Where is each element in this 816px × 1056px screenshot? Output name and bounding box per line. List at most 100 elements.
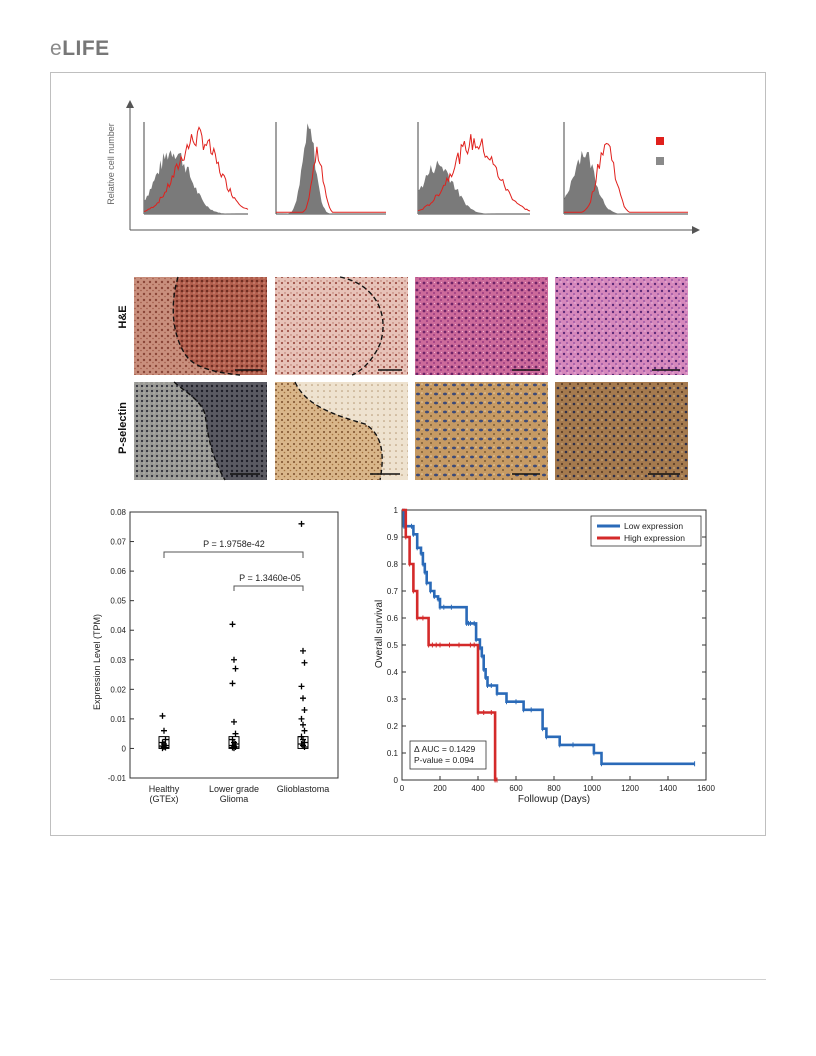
survival-curve <box>402 508 497 782</box>
flow-cytometry-panel: Relative cell number <box>106 100 700 234</box>
significance-bracket <box>163 551 304 558</box>
data-point <box>229 621 236 628</box>
y-tick-label: 0.04 <box>110 626 126 635</box>
pselectin-image-1 <box>134 381 267 481</box>
footer-rule <box>50 979 766 980</box>
dotplot-ylabel: Expression Level (TPM) <box>92 614 102 710</box>
legend-swatch-red <box>656 137 664 145</box>
data-point <box>300 647 306 654</box>
row-label-pselectin: P-selectin <box>117 402 129 454</box>
legend-label: High expression <box>624 533 685 543</box>
flow-control-histogram <box>144 150 248 214</box>
y-tick-label: 0.8 <box>387 560 399 569</box>
x-tick-label: 800 <box>547 784 561 793</box>
km-legend: Low expression High expression <box>590 515 702 547</box>
elife-logo: eLIFE <box>50 37 110 60</box>
he-image-1 <box>134 276 267 376</box>
flow-control-histogram <box>418 160 530 214</box>
y-tick-label: 0.3 <box>387 695 399 704</box>
survival-plot: Overall survival Followup (Days) 0 0.1 0.2… <box>374 506 715 805</box>
data-point <box>298 715 305 722</box>
data-point <box>229 680 236 687</box>
pselectin-image-4 <box>555 382 688 480</box>
x-tick-label: 1000 <box>583 784 601 793</box>
y-tick-label: 0.06 <box>110 567 126 576</box>
data-point <box>159 712 166 719</box>
survival-curve <box>402 508 695 766</box>
legend-box <box>590 515 702 547</box>
stats-label: Δ AUC = 0.1429 <box>414 744 475 754</box>
y-tick-label: -0.01 <box>108 774 127 783</box>
y-tick-label: 0.03 <box>110 656 126 665</box>
x-tick-label: 0 <box>400 784 405 793</box>
x-tick-label: 200 <box>433 784 447 793</box>
x-tick-label: 1400 <box>659 784 677 793</box>
stats-label: P-value = 0.094 <box>414 755 474 765</box>
dotplot-y-axis: -0.01 0 0.01 0.02 0.03 0.04 0.05 0.06 0.07 0.08 <box>108 508 339 783</box>
x-tick-label: 1200 <box>621 784 639 793</box>
pselectin-image-3 <box>415 382 548 480</box>
data-point <box>300 721 306 728</box>
data-point <box>301 707 308 714</box>
legend-swatch-gray <box>656 157 664 165</box>
x-tick-label: 400 <box>471 784 485 793</box>
flow-stain-histogram <box>143 126 249 212</box>
y-tick-label: 0.07 <box>110 538 126 547</box>
y-tick-label: 0 <box>394 776 399 785</box>
expression-dot-plot: Expression Level (TPM) -0.01 0 0.01 0.02 0.0… <box>92 508 339 804</box>
box-plot <box>297 736 309 749</box>
data-point <box>300 695 306 702</box>
y-tick-label: 0.6 <box>387 614 399 623</box>
flow-stain-histogram <box>564 142 688 213</box>
figure-frame <box>50 72 766 836</box>
flow-ylabel: Relative cell number <box>106 123 116 205</box>
data-point <box>232 730 239 737</box>
y-tick-label: 0.5 <box>387 641 399 650</box>
y-tick-label: 1 <box>394 506 399 515</box>
x-category-label: Lower grade <box>209 784 259 794</box>
y-tick-label: 0.05 <box>110 597 126 606</box>
he-image-4 <box>555 277 688 375</box>
pselectin-image-2 <box>275 381 408 481</box>
p-value-label: P = 1.3460e-05 <box>239 573 301 583</box>
dotplot-frame <box>129 511 339 779</box>
x-category-label: Glioma <box>220 794 249 804</box>
km-series <box>402 508 696 783</box>
data-point <box>301 743 308 750</box>
data-point <box>301 727 308 734</box>
y-tick-label: 0.01 <box>110 715 126 724</box>
x-category-label: Glioblastoma <box>277 784 330 794</box>
x-category-label: (GTEx) <box>150 794 179 804</box>
data-point <box>231 718 237 725</box>
data-point <box>298 683 305 690</box>
data-point <box>161 727 167 734</box>
legend-label: Low expression <box>624 521 683 531</box>
he-image-3 <box>415 277 548 375</box>
dotplot-points <box>158 520 309 752</box>
y-tick-label: 0.7 <box>387 587 399 596</box>
data-point <box>301 659 308 666</box>
flow-histograms <box>143 122 688 215</box>
y-tick-label: 0 <box>122 744 127 753</box>
flow-control-histogram <box>276 123 386 214</box>
stats-box <box>409 740 487 770</box>
box-plot <box>228 736 240 749</box>
box-plot <box>158 736 170 749</box>
y-tick-label: 0.1 <box>387 749 399 758</box>
significance-bracket <box>233 585 304 591</box>
y-tick-label: 0.02 <box>110 685 126 694</box>
y-tick-label: 0.2 <box>387 722 399 731</box>
y-tick-label: 0.4 <box>387 668 399 677</box>
y-tick-label: 0.9 <box>387 533 399 542</box>
he-image-2 <box>275 276 408 376</box>
flow-control-histogram <box>564 150 688 214</box>
y-tick-label: 0.08 <box>110 508 126 517</box>
dotplot-significance: P = 1.9758e-42 P = 1.3460e-05 <box>163 539 304 591</box>
histology-panel: H&E P-selectin <box>117 276 688 481</box>
row-label-he: H&E <box>117 305 129 328</box>
flow-stain-histogram <box>276 146 386 213</box>
km-ylabel: Overall survival <box>374 600 385 668</box>
km-xlabel: Followup (Days) <box>518 794 590 805</box>
